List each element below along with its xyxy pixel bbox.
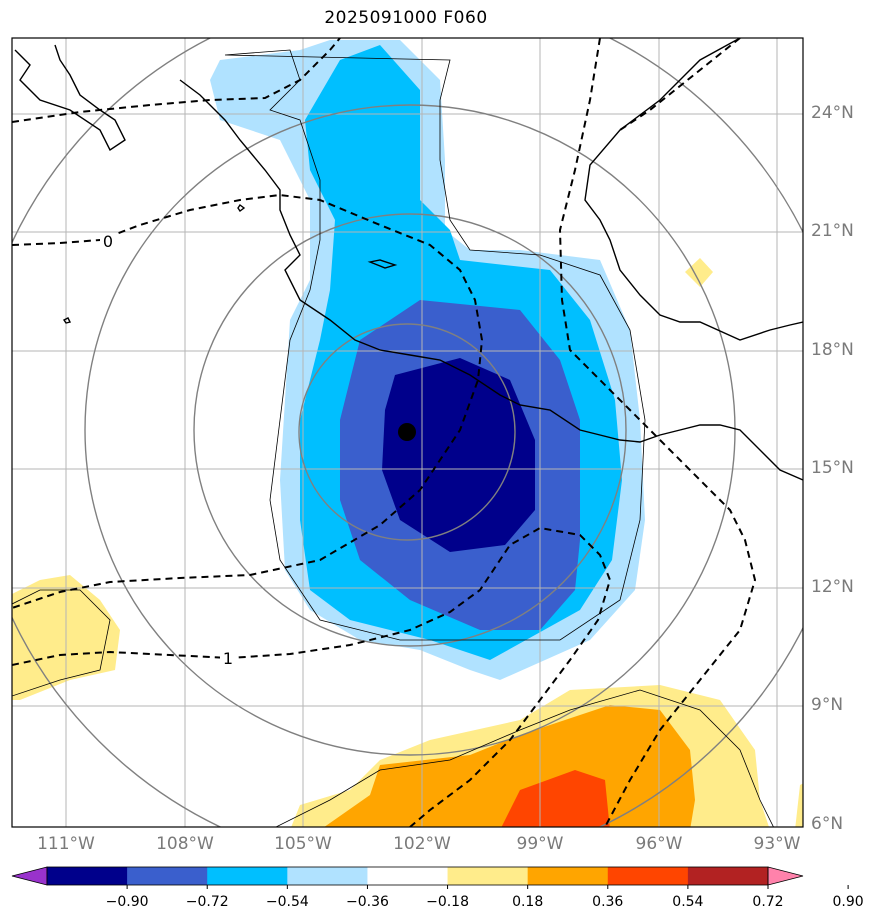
thin-contours [12,49,774,827]
lat-label-6n: 6°N [811,814,844,834]
colorbar-segment [687,867,769,885]
colorbar-segment [207,867,288,885]
colorbar-outline [46,866,769,886]
shade-red-orange [501,770,610,827]
colorbar-tick-label: 0.36 [592,894,624,910]
lon-label-96w: 96°W [635,834,683,854]
colorbar-segment [367,867,449,885]
colorbar-tick-label: −0.36 [345,894,389,910]
range-ring-1 [298,323,516,541]
contour-label-zero: 0 [103,232,113,251]
map-frame [11,37,804,828]
lat-label-18n: 18°N [811,340,854,360]
map-title: 2025091000 F060 [324,8,488,28]
lat-label-24n: 24°N [811,103,854,123]
dashed-contours [12,38,757,827]
dashed-contour-north [12,38,341,123]
map-plot-area: 0 1 [12,38,803,827]
colorbar-segment [447,867,529,885]
lon-label-111w: 111°W [37,834,95,854]
colorbar-tick-label: −0.54 [265,894,309,910]
lat-label-21n: 21°N [811,221,854,241]
colorbar-segment [47,867,128,885]
contour-label-one: 1 [223,649,233,668]
colorbar-tick-label: −0.72 [185,894,229,910]
range-rings [12,38,803,827]
coast-gulf [584,38,803,341]
shade-navy [382,358,535,552]
colorbar-segment [607,867,689,885]
coast-island [367,259,398,269]
storm-center-dot [398,423,416,441]
thin-contour-a [224,49,646,641]
coast-islet [237,203,246,213]
shade-yellow-west [12,575,120,700]
colorbar-tick-label: 0.72 [752,894,784,910]
coast-baja [14,44,126,152]
lat-label-15n: 15°N [811,458,854,478]
graticule [12,38,803,827]
shade-yellow-gulf [685,258,713,287]
colorbar-tick-label: −0.90 [105,894,149,910]
lon-label-93w: 93°W [753,834,801,854]
colorbar-segment [527,867,609,885]
lon-label-105w: 105°W [274,834,332,854]
lon-label-108w: 108°W [156,834,214,854]
colorbar-tick-label: 0.18 [512,894,544,910]
colorbar-extend-low [11,866,48,886]
colorbar [11,866,849,889]
colorbar-tick-label: −0.18 [426,894,469,910]
thin-contour-b [275,689,774,827]
range-ring-3 [84,104,736,756]
dashed-contour-zero [12,193,484,609]
lon-label-102w: 102°W [393,834,451,854]
colorbar-segment [127,867,208,885]
thin-contour-c [12,589,111,697]
dashed-contour-one [12,526,612,827]
lon-label-99w: 99°W [516,834,564,854]
colorbar-extend-high [767,866,804,886]
lat-label-9n: 9°N [811,695,844,715]
dashed-contour-east-outer [619,38,741,131]
colorbar-segment [287,867,368,885]
dashed-contour-east-inner [558,38,757,827]
lat-label-12n: 12°N [811,577,854,597]
range-ring-2 [193,213,627,647]
colorbar-tick-label: 0.90 [832,894,864,910]
coast-mainland-west [179,79,803,481]
colorbar-tick-label: 0.54 [672,894,704,910]
coast-islet-2 [62,317,72,324]
shade-yellow-east [795,783,803,827]
